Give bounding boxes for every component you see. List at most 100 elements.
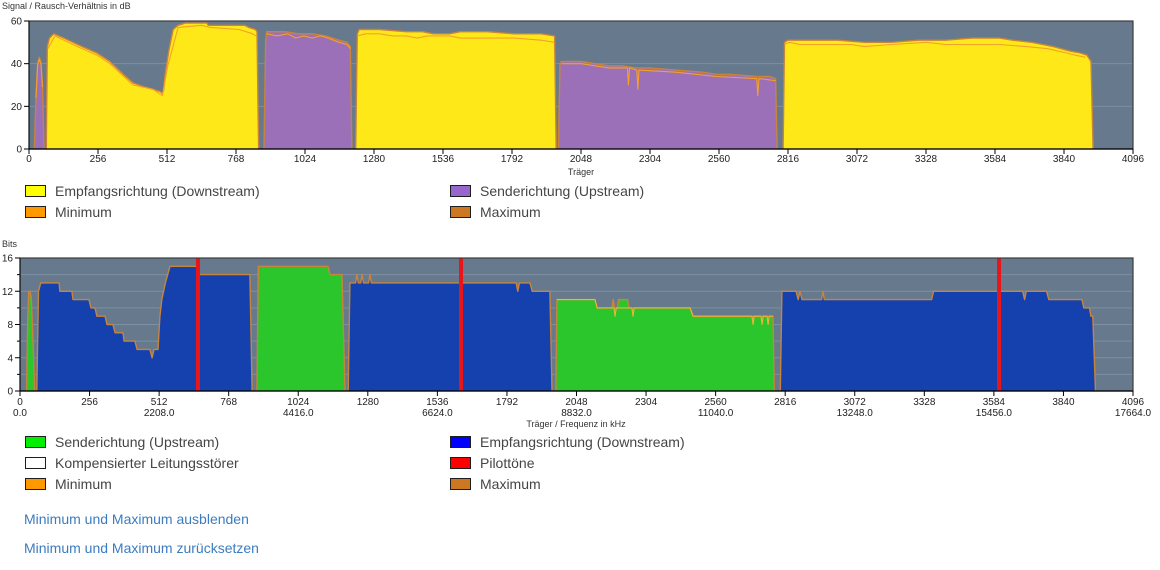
- x-tick-label: 256: [81, 397, 98, 408]
- legend-item-minimum[interactable]: Minimum: [25, 201, 450, 222]
- legend-label: Senderichtung (Upstream): [480, 182, 645, 199]
- maximum-line: [557, 60, 778, 150]
- x-tick-label: 3840: [1053, 154, 1076, 165]
- y-tick-label: 0: [7, 387, 13, 398]
- minimum-line: [35, 58, 44, 98]
- x-tick-label: 3584: [984, 154, 1007, 165]
- upstream-swatch-icon: [450, 184, 471, 197]
- x-tick-label: 2304: [635, 397, 658, 408]
- legend-label: Pilottöne: [480, 454, 535, 471]
- x-tick-label: 3584: [983, 397, 1006, 408]
- frequency-tick-label: 2208.0: [144, 408, 175, 419]
- minimum-swatch-icon: [25, 205, 46, 218]
- x-tick-label: 1536: [432, 154, 455, 165]
- empfangsrichtung-downstream-area: [46, 23, 259, 150]
- empfangsrichtung-downstream-area: [780, 291, 1096, 391]
- x-tick-label: 768: [228, 154, 245, 165]
- x-tick-label: 2048: [565, 397, 588, 408]
- snr-legend: Empfangsrichtung (Downstream) Sendericht…: [25, 180, 750, 222]
- y-tick-label: 20: [11, 102, 23, 113]
- minimum-line: [47, 24, 257, 97]
- minimum-line: [357, 33, 555, 43]
- legend-item-downstream[interactable]: Empfangsrichtung (Downstream): [25, 180, 450, 201]
- x-tick-label: 3840: [1052, 397, 1075, 408]
- x-tick-label: 2560: [708, 154, 731, 165]
- bits-x-axis-title: Träger / Frequenz in kHz: [526, 419, 626, 429]
- legend-label: Maximum: [480, 475, 541, 492]
- legend-item-upstream[interactable]: Senderichtung (Upstream): [25, 431, 450, 452]
- reset-min-max-link[interactable]: Minimum und Maximum zurücksetzen: [24, 540, 259, 556]
- senderichtung-upstream-area: [256, 266, 345, 391]
- x-tick-label: 2816: [774, 397, 797, 408]
- y-tick-label: 40: [11, 59, 23, 70]
- maximum-line: [782, 37, 1094, 150]
- frequency-tick-label: 8832.0: [561, 408, 592, 419]
- compensated-noise-swatch-icon: [25, 456, 46, 469]
- legend-label: Minimum: [55, 203, 112, 220]
- x-tick-label: 256: [90, 154, 107, 165]
- x-tick-label: 3328: [915, 154, 938, 165]
- snr-x-axis-title: Träger: [568, 167, 594, 177]
- x-tick-label: 2816: [777, 154, 800, 165]
- x-tick-label: 3328: [913, 397, 936, 408]
- empfangsrichtung-downstream-area: [348, 274, 552, 391]
- y-tick-label: 8: [7, 320, 13, 331]
- pilot-tones-swatch-icon: [450, 456, 471, 469]
- hide-min-max-link[interactable]: Minimum und Maximum ausblenden: [24, 511, 249, 527]
- downstream-swatch-icon: [25, 184, 46, 197]
- frequency-tick-label: 11040.0: [698, 408, 734, 419]
- x-tick-label: 4096: [1122, 154, 1145, 165]
- legend-item-pilot-tones[interactable]: Pilottöne: [450, 452, 750, 473]
- legend-label: Kompensierter Leitungsstörer: [55, 454, 239, 471]
- legend-item-compensated-noise[interactable]: Kompensierter Leitungsstörer: [25, 452, 450, 473]
- empfangsrichtung-downstream-area: [355, 29, 557, 149]
- minimum-line: [784, 41, 1086, 58]
- maximum-line: [36, 265, 253, 392]
- legend-label: Senderichtung (Upstream): [55, 433, 220, 450]
- x-tick-label: 4096: [1122, 397, 1145, 408]
- x-tick-label: 1536: [426, 397, 449, 408]
- senderichtung-upstream-area: [558, 61, 778, 149]
- legend-item-downstream[interactable]: Empfangsrichtung (Downstream): [450, 431, 750, 452]
- empfangsrichtung-downstream-area: [783, 38, 1094, 149]
- snr-chart: 0 20 40 60 0 256 512 768 1024 1280 1536 1792 2048 230…: [11, 17, 1145, 166]
- x-tick-label: 2048: [570, 154, 593, 165]
- x-tick-label: 1792: [501, 154, 524, 165]
- frequency-tick-label: 15456.0: [976, 408, 1013, 419]
- x-tick-label: 2560: [705, 397, 728, 408]
- x-tick-label: 0: [26, 154, 32, 165]
- x-tick-label: 3072: [844, 397, 867, 408]
- legend-item-maximum[interactable]: Maximum: [450, 201, 750, 222]
- legend-item-upstream[interactable]: Senderichtung (Upstream): [450, 180, 750, 201]
- x-tick-label: 0: [17, 397, 23, 408]
- maximum-line: [256, 265, 346, 392]
- maximum-line: [25, 290, 36, 392]
- minimum-line: [266, 33, 351, 50]
- senderichtung-upstream-area: [555, 299, 775, 391]
- maximum-swatch-icon: [450, 477, 471, 490]
- minimum-swatch-icon: [25, 477, 46, 490]
- frequency-tick-label: 6624.0: [422, 408, 453, 419]
- x-tick-label: 3072: [846, 154, 869, 165]
- frequency-tick-label: 4416.0: [283, 408, 314, 419]
- x-tick-label: 768: [220, 397, 237, 408]
- senderichtung-upstream-area: [264, 31, 352, 150]
- y-tick-label: 16: [2, 254, 14, 265]
- frequency-tick-label: 17664.0: [1115, 408, 1152, 419]
- maximum-line: [779, 290, 1097, 392]
- minimum-line: [556, 299, 773, 326]
- minimum-line: [561, 63, 776, 97]
- y-tick-label: 4: [7, 353, 13, 364]
- downstream-swatch-icon: [450, 435, 471, 448]
- x-tick-label: 512: [151, 397, 168, 408]
- legend-item-maximum[interactable]: Maximum: [450, 473, 750, 494]
- maximum-line: [355, 28, 557, 150]
- snr-y-axis-title: Signal / Rausch-Verhältnis in dB: [2, 1, 131, 11]
- bits-y-axis-title: Bits: [2, 239, 18, 249]
- x-tick-label: 2304: [639, 154, 662, 165]
- x-tick-label: 512: [159, 154, 176, 165]
- legend-item-minimum[interactable]: Minimum: [25, 473, 450, 494]
- y-tick-label: 0: [16, 145, 22, 156]
- x-tick-label: 1280: [357, 397, 380, 408]
- y-tick-label: 60: [11, 17, 23, 28]
